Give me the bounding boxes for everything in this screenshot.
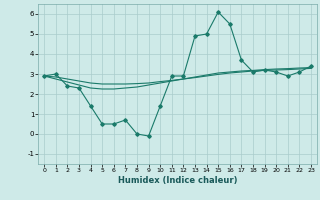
X-axis label: Humidex (Indice chaleur): Humidex (Indice chaleur) bbox=[118, 176, 237, 185]
